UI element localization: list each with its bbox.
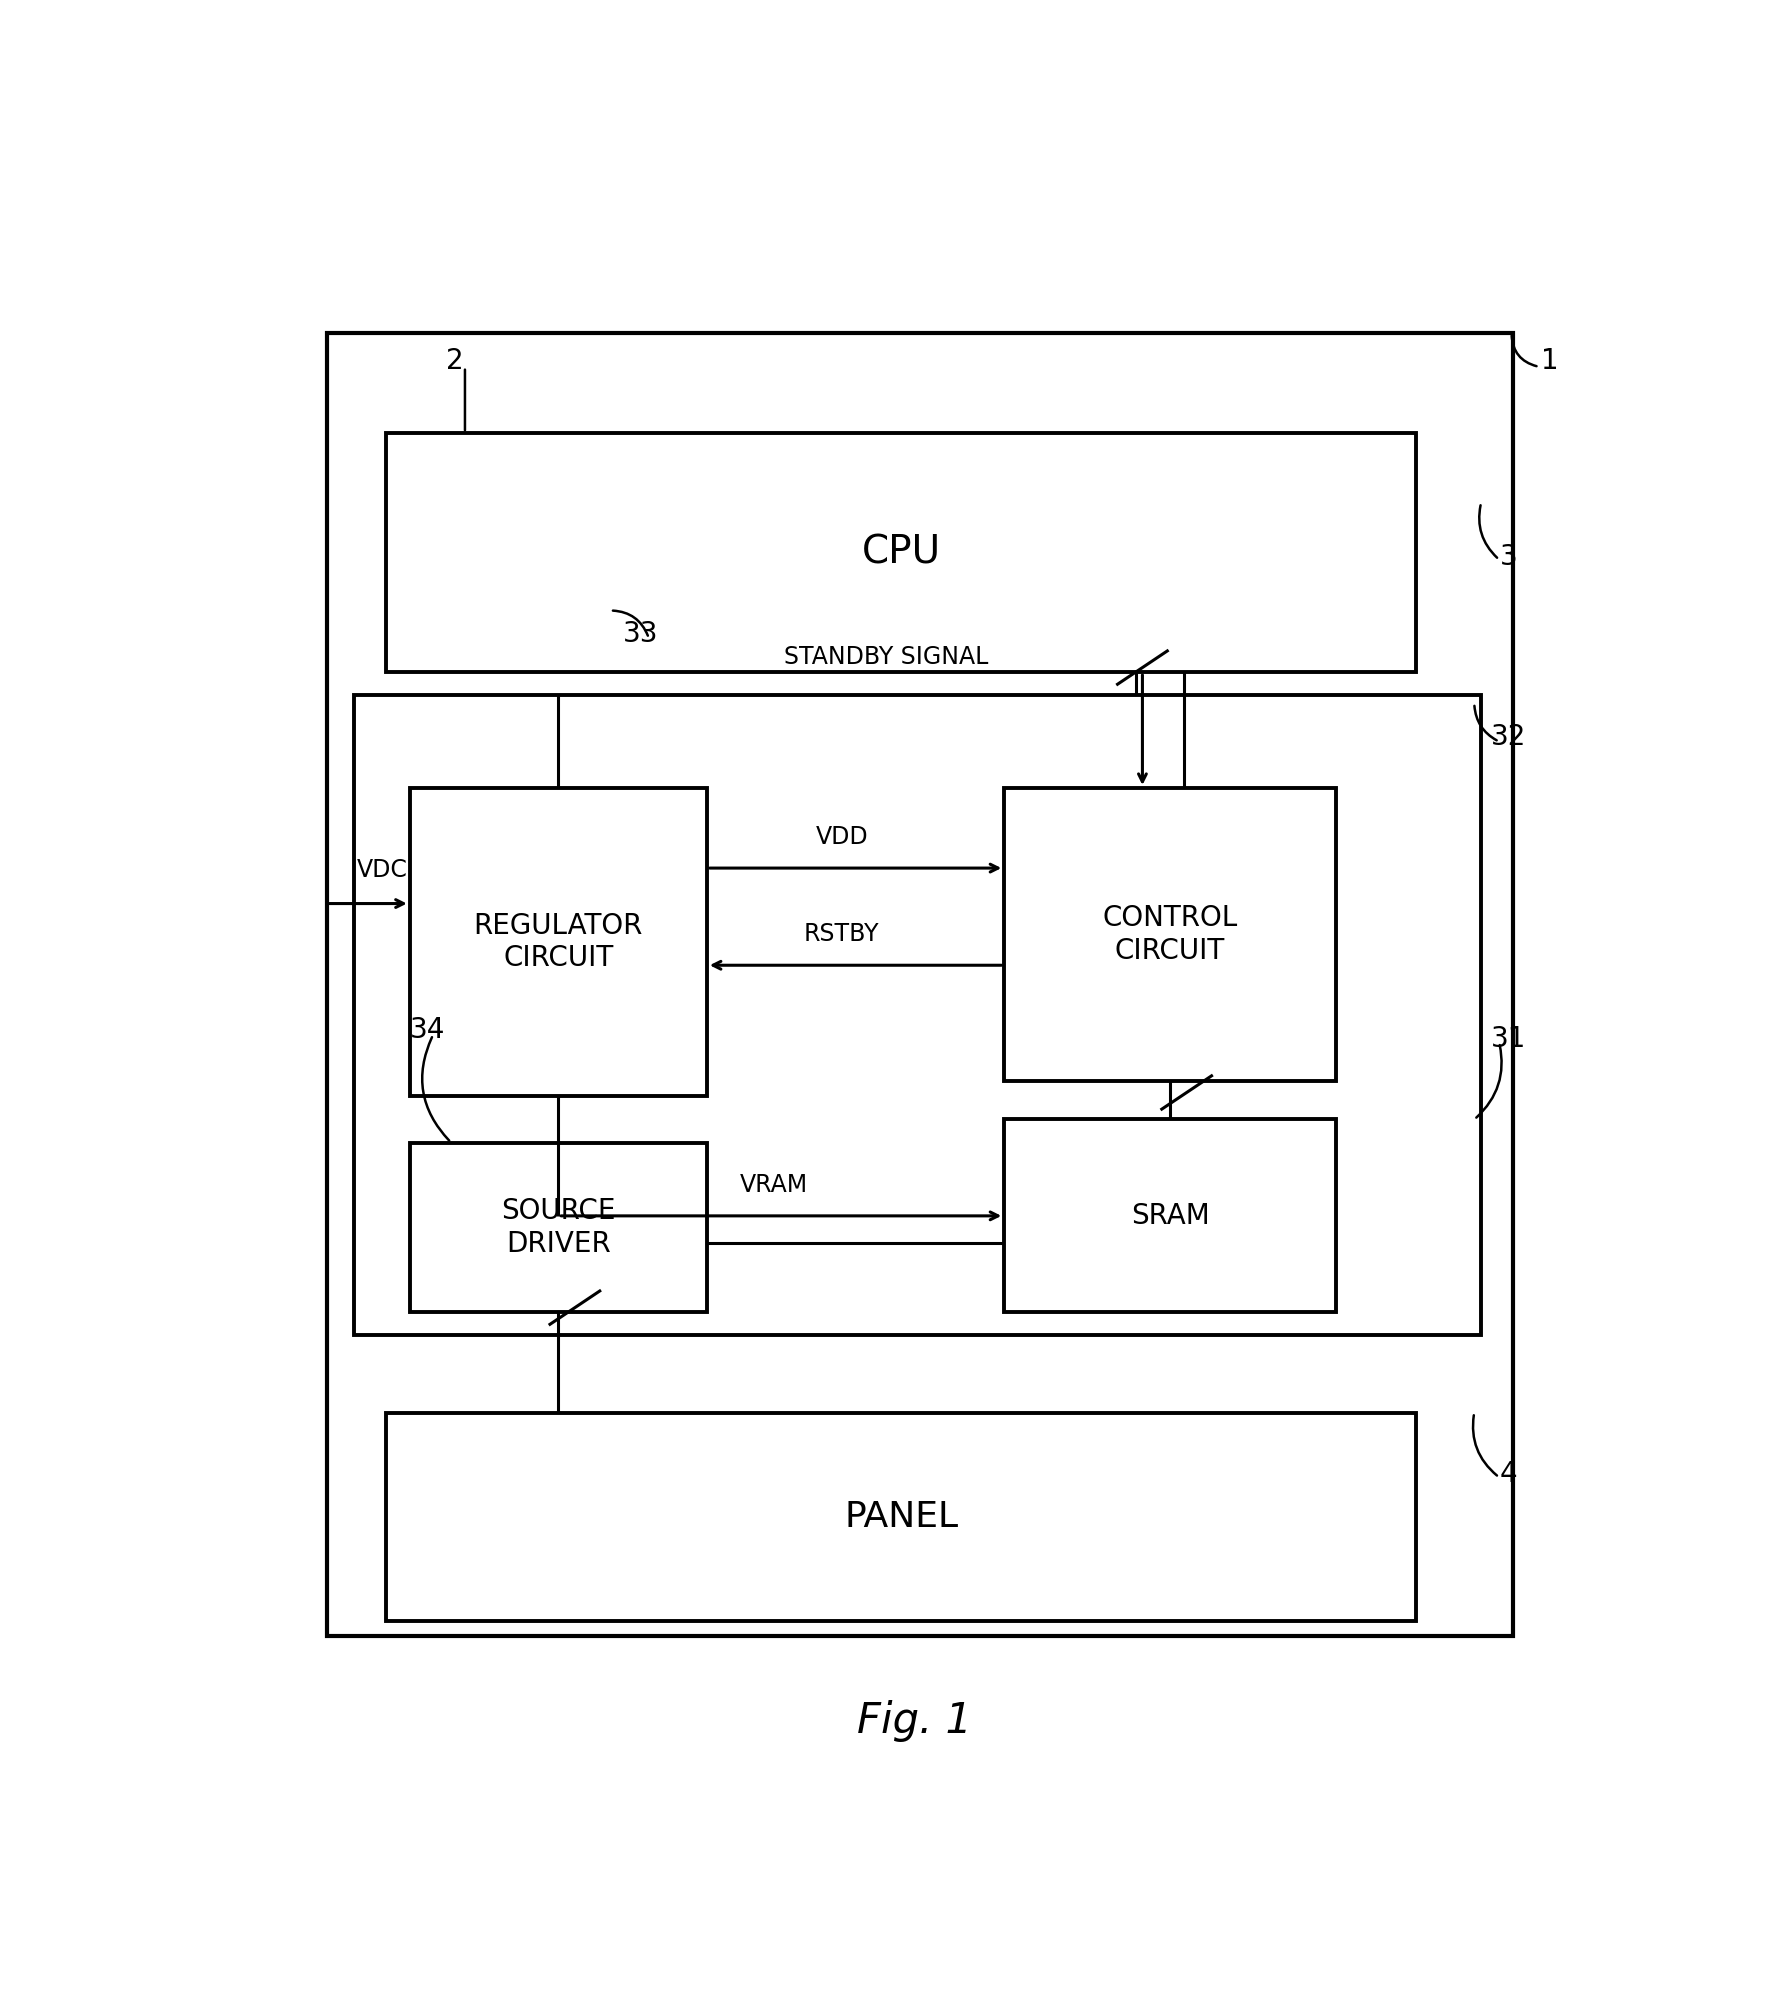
Text: STANDBY SIGNAL: STANDBY SIGNAL [785,645,988,669]
Text: 1: 1 [1541,347,1559,375]
Bar [385,433,1416,673]
Text: 31: 31 [1491,1026,1527,1054]
Text: VRAM: VRAM [740,1174,808,1198]
Text: 4: 4 [1500,1460,1518,1488]
Text: 32: 32 [1491,723,1527,751]
Text: RSTBY: RSTBY [805,923,880,945]
Text: SRAM: SRAM [1131,1202,1210,1230]
Bar [326,332,1513,1636]
Text: REGULATOR
CIRCUIT: REGULATOR CIRCUIT [473,911,642,971]
Text: CONTROL
CIRCUIT: CONTROL CIRCUIT [1103,903,1238,965]
Text: VDD: VDD [815,825,869,849]
Text: 2: 2 [446,347,464,375]
Bar [410,787,706,1096]
Bar [410,1142,706,1312]
Bar [1004,1120,1336,1312]
Text: 33: 33 [623,619,658,647]
Text: 3: 3 [1500,543,1518,571]
Text: CPU: CPU [862,533,940,571]
Text: 34: 34 [410,1016,446,1044]
Text: Fig. 1: Fig. 1 [856,1701,972,1743]
Bar [355,695,1481,1336]
Bar [1004,787,1336,1082]
Text: SOURCE
DRIVER: SOURCE DRIVER [501,1198,615,1258]
Bar [385,1412,1416,1620]
Text: PANEL: PANEL [844,1500,958,1534]
Text: VDC: VDC [357,857,409,881]
